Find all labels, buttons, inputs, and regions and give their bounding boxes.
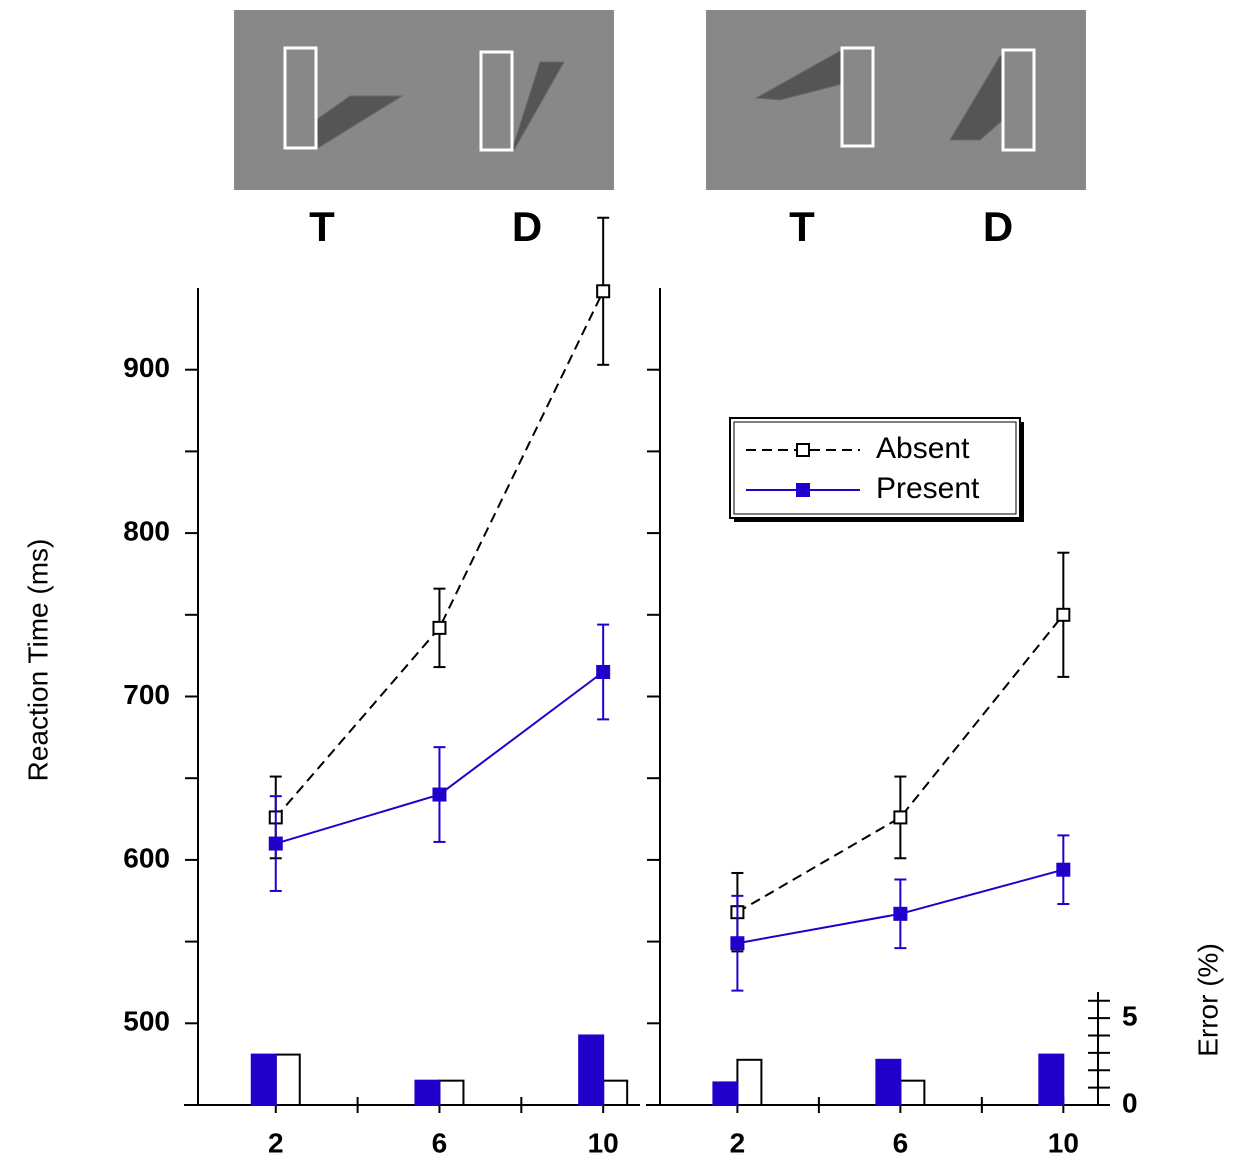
legend-label: Absent — [876, 432, 970, 465]
error-bar — [875, 1058, 902, 1107]
series-line — [736, 614, 1065, 914]
y-tick-label: 800 — [123, 515, 170, 546]
stimulus-label: D — [512, 203, 542, 250]
marker — [893, 906, 908, 921]
x-tick-label: 2 — [268, 1127, 284, 1158]
y-axis-label: Reaction Time (ms) — [22, 539, 53, 782]
error-bar — [602, 1079, 629, 1106]
error-bar — [1038, 1053, 1065, 1106]
marker — [432, 620, 447, 635]
stimulus-label: T — [789, 203, 815, 250]
x-tick-label: 6 — [893, 1127, 909, 1158]
stimulus-label: D — [983, 203, 1013, 250]
marker — [268, 836, 283, 851]
marker — [1056, 862, 1071, 877]
x-tick-label: 2 — [730, 1127, 746, 1158]
y2-tick-label: 0 — [1122, 1087, 1138, 1118]
legend-marker — [796, 483, 810, 497]
legend-marker — [796, 443, 810, 457]
marker — [730, 936, 745, 951]
y2-tick-label: 5 — [1122, 1000, 1138, 1031]
x-tick-label: 10 — [1048, 1127, 1079, 1158]
stimulus-left — [234, 10, 614, 190]
legend-box — [729, 417, 1021, 519]
error-bar — [274, 1053, 301, 1106]
y-tick-label: 900 — [123, 352, 170, 383]
error-bar — [438, 1079, 465, 1106]
marker — [596, 664, 611, 679]
legend-inner — [733, 421, 1017, 515]
y-tick-label: 700 — [123, 679, 170, 710]
marker — [432, 787, 447, 802]
error-bar — [250, 1053, 277, 1106]
error-bar — [736, 1058, 763, 1107]
y-tick-label: 600 — [123, 842, 170, 873]
y2-axis-label: Error (%) — [1192, 943, 1223, 1057]
y-tick-label: 500 — [123, 1006, 170, 1037]
marker — [893, 810, 908, 825]
error-bar — [899, 1079, 926, 1106]
error-bar — [414, 1079, 441, 1106]
x-tick-label: 10 — [588, 1127, 619, 1158]
series-line — [275, 290, 605, 819]
marker — [596, 284, 611, 299]
error-bar — [578, 1034, 605, 1107]
stimulus-label: T — [309, 203, 335, 250]
stimulus-right — [706, 10, 1086, 190]
x-tick-label: 6 — [432, 1127, 448, 1158]
error-bar — [712, 1081, 739, 1107]
legend-label: Present — [876, 472, 980, 505]
marker — [1056, 607, 1071, 622]
